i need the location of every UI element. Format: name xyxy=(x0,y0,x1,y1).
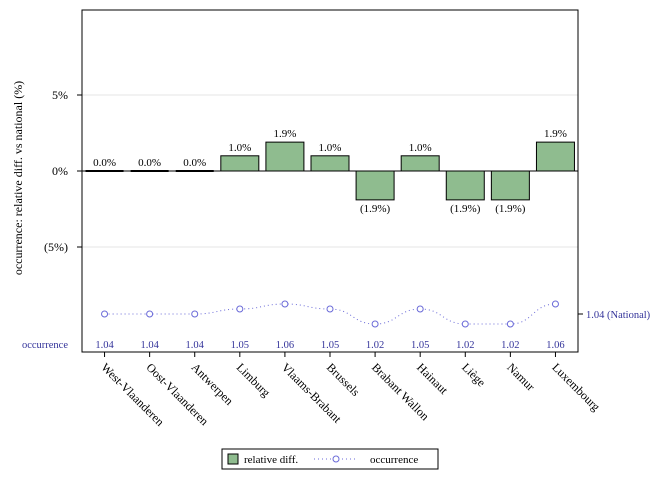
bar xyxy=(310,155,350,172)
occurrence-point xyxy=(551,300,559,308)
occurrence-point xyxy=(506,320,514,328)
occurrence-point xyxy=(101,310,109,318)
occurrence-value-label: 1.06 xyxy=(276,340,294,351)
occurrence-point xyxy=(371,320,379,328)
occurrence-value-label: 1.04 xyxy=(186,340,205,351)
bar xyxy=(265,141,305,172)
occurrence-point xyxy=(191,310,199,318)
bar xyxy=(490,170,530,201)
y-tick-label: (5%) xyxy=(44,240,68,254)
bar xyxy=(535,141,575,172)
bars-layer: 0.0% 0.0% 0.0% 1.0% 1.9% 1.0% (1.9%) 1.0% (1.9%)… xyxy=(85,128,575,215)
x-tick-label: Brussels xyxy=(324,360,363,399)
x-tick-label: Hainaut xyxy=(414,360,451,397)
bar-data-label: 1.9% xyxy=(273,128,296,140)
x-tick-label: Liège xyxy=(459,360,488,389)
bar xyxy=(220,155,260,172)
occurrence-line xyxy=(104,303,556,325)
occurrence-value-label: 1.05 xyxy=(321,340,339,351)
bar-data-label: 0.0% xyxy=(138,157,161,169)
grid-layer xyxy=(82,94,578,248)
axes-layer: 5%0%(5%)1.04 (National)occurrenceWest-Vl… xyxy=(22,9,651,429)
bar-data-label: (1.9%) xyxy=(360,203,391,215)
occurrence-point xyxy=(146,310,154,318)
x-tick-label: Limburg xyxy=(234,360,273,399)
occurrence-value-label: 1.02 xyxy=(456,340,474,351)
occurrence-point xyxy=(326,305,334,313)
occurrence-value-label: 1.04 xyxy=(140,340,159,351)
x-tick-label: Namur xyxy=(504,360,537,393)
bar-data-label: 1.0% xyxy=(228,142,251,154)
bar-data-label: 1.0% xyxy=(319,142,342,154)
bar xyxy=(400,155,440,172)
occurrence-value-label: 1.02 xyxy=(501,340,519,351)
legend-label: relative diff. xyxy=(244,454,298,466)
y-tick-label: 0% xyxy=(52,164,68,178)
x-tick-label: Luxembourg xyxy=(549,360,603,414)
y-tick-label: 5% xyxy=(52,88,68,102)
bar-data-label: 0.0% xyxy=(93,157,116,169)
occurrence-value-label: 1.05 xyxy=(411,340,429,351)
bar-data-label: (1.9%) xyxy=(450,203,481,215)
occurrence-point xyxy=(236,305,244,313)
bar xyxy=(355,170,395,201)
bar-data-label: 1.0% xyxy=(409,142,432,154)
y-axis-label: occurrence: relative diff. vs national (… xyxy=(11,81,25,275)
occurrence-row-label: occurrence xyxy=(22,340,68,351)
line-layer: 1.04 1.04 1.04 1.05 1.06 1.05 1.02 1.05 1.02 1.02… xyxy=(95,300,565,351)
legend-swatch-bar xyxy=(227,453,239,465)
bar-data-label: 1.9% xyxy=(544,128,567,140)
legend-label: occurrence xyxy=(370,454,418,466)
bar-data-label: (1.9%) xyxy=(495,203,526,215)
x-tick-label: Antwerpen xyxy=(189,360,237,408)
national-label: 1.04 (National) xyxy=(586,310,651,321)
occurrence-value-label: 1.06 xyxy=(546,340,564,351)
legend: relative diff. occurrence xyxy=(221,448,439,470)
occurrence-value-label: 1.05 xyxy=(231,340,249,351)
bar xyxy=(445,170,485,201)
occurrence-point xyxy=(416,305,424,313)
legend-swatch-marker xyxy=(332,455,340,463)
occurrence-point xyxy=(461,320,469,328)
occurrence-value-label: 1.04 xyxy=(95,340,114,351)
occurrence-value-label: 1.02 xyxy=(366,340,384,351)
occurrence-point xyxy=(281,300,289,308)
bar-data-label: 0.0% xyxy=(183,157,206,169)
